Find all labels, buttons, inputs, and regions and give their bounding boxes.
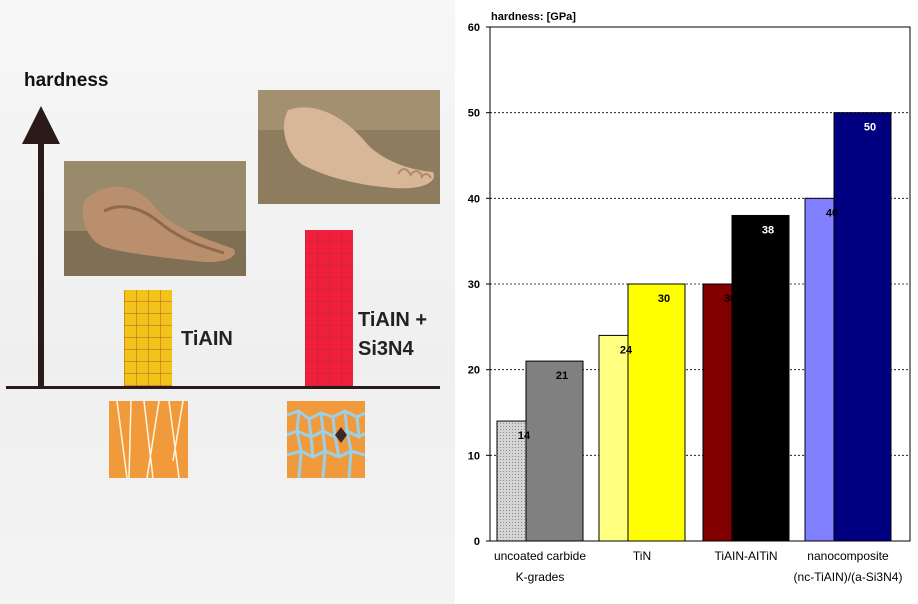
chart-title: hardness: [GPa]: [491, 11, 576, 23]
hardness-bar-chart: hardness: [GPa] 0 10 20 30 40 50 60 14 21 24 30 30…: [455, 0, 918, 604]
bar: [833, 112, 892, 542]
bar-value-label: 30: [724, 293, 736, 305]
y-tick-label: 40: [468, 193, 480, 205]
category-label: TiN: [633, 549, 651, 563]
foot-photo-high: [258, 90, 440, 204]
y-tick-label: 50: [468, 108, 480, 120]
bar-value-label: 38: [762, 224, 774, 236]
bar-value-label: 50: [864, 122, 876, 134]
tialn-si3n4-label-line2: Si3N4: [358, 338, 414, 360]
category-label: TiAIN-AITiN: [714, 549, 777, 563]
category-label-line2: K-grades: [516, 570, 565, 584]
foot-photo-low: [64, 161, 246, 276]
y-tick-label: 0: [474, 536, 480, 548]
hardness-axis-label: hardness: [24, 70, 109, 91]
arrow-up-icon: [22, 106, 60, 144]
tialn-si3n4-label: TiAIN + Si3N4: [358, 306, 427, 364]
nanocomposite-microstructure-image: [287, 401, 365, 478]
tialn-hardness-bar: [124, 290, 172, 386]
bar-value-label: 30: [658, 293, 670, 305]
y-tick-label: 20: [468, 365, 480, 377]
category-label-line2: (nc-TiAIN)/(a-Si3N4): [794, 570, 903, 584]
bar-value-label: 40: [826, 207, 838, 219]
bar: [525, 360, 584, 542]
bar: [627, 283, 686, 542]
y-tick-label: 10: [468, 450, 480, 462]
tialn-label: TiAIN: [181, 328, 233, 350]
category-label: uncoated carbide: [494, 549, 586, 563]
tialn-si3n4-hardness-bar: [305, 230, 353, 386]
bar: [731, 214, 790, 542]
y-tick-label: 30: [468, 279, 480, 291]
bar-value-label: 24: [620, 344, 633, 356]
columnar-microstructure-image: [109, 401, 188, 478]
hardness-axis-arrow: [38, 140, 44, 388]
bar-value-label: 21: [556, 370, 568, 382]
bar-value-label: 14: [518, 430, 531, 442]
tialn-si3n4-label-line1: TiAIN +: [358, 309, 428, 331]
illustration-baseline: [6, 386, 440, 389]
chart-canvas: hardness: [GPa] 0 10 20 30 40 50 60 14 21 24 30 30…: [468, 11, 911, 584]
category-label: nanocomposite: [807, 549, 889, 563]
hardness-illustration: hardness TiAIN TiAIN + Si3N4: [0, 0, 455, 604]
y-tick-label: 60: [468, 22, 480, 34]
